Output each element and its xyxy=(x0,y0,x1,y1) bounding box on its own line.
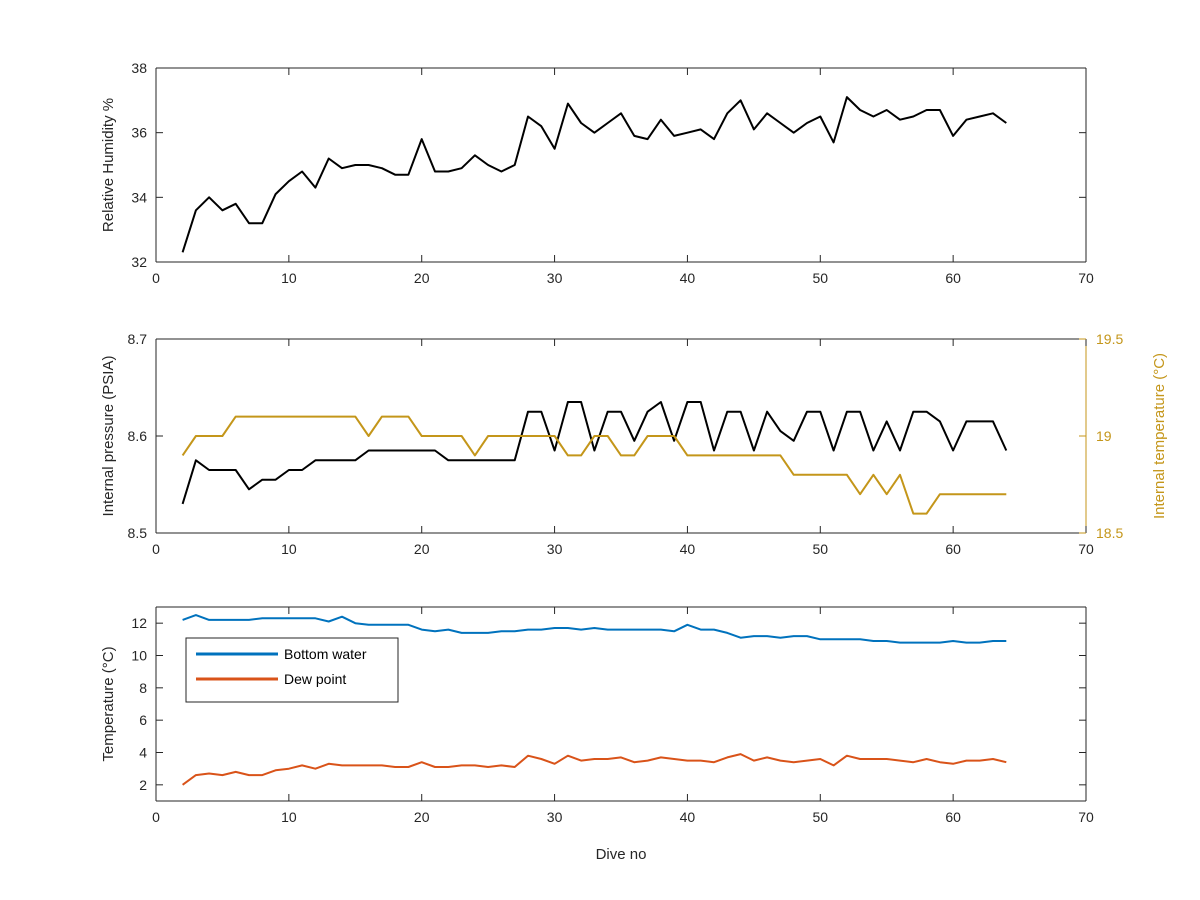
plot-area xyxy=(156,607,1086,801)
legend-box xyxy=(185,637,399,703)
y-tick-label: 8.6 xyxy=(128,428,148,444)
subplot-2: 0 10 20 30 40 50 60 70 8.5 8.6 8.7 18.5 19 19.5 Intern… xyxy=(100,331,1168,557)
x-tick-label: 0 xyxy=(152,541,160,557)
x-tick-label: 60 xyxy=(945,809,961,825)
x-tick-label: 40 xyxy=(680,541,696,557)
right-y-tick-label: 18.5 xyxy=(1096,525,1123,541)
legend-label-dew-point: Dew point xyxy=(284,671,346,687)
x-tick-label: 20 xyxy=(414,541,430,557)
y-tick-label: 10 xyxy=(131,648,147,664)
x-tick-label: 70 xyxy=(1078,270,1094,286)
internal-pressure-line xyxy=(181,401,1008,505)
x-tick-label: 40 xyxy=(680,809,696,825)
y-tick-label: 36 xyxy=(131,125,147,141)
y-tick-label: 6 xyxy=(139,712,147,728)
x-tick-label: 30 xyxy=(547,270,563,286)
x-tick-label: 30 xyxy=(547,541,563,557)
x-axis-label: Dive no xyxy=(596,846,647,863)
y-tick-label: 8.5 xyxy=(128,525,148,541)
x-tick-label: 50 xyxy=(812,541,828,557)
y-tick-label: 8 xyxy=(139,680,147,696)
x-tick-label: 70 xyxy=(1078,541,1094,557)
y-axis-label: Internal pressure (PSIA) xyxy=(100,356,117,517)
x-tick-label: 10 xyxy=(281,541,297,557)
relative-humidity-line xyxy=(181,96,1007,253)
x-tick-label: 50 xyxy=(812,270,828,286)
series-dew-point-line xyxy=(182,753,1007,786)
y-axis-label: Relative Humidity % xyxy=(100,98,117,232)
y-tick-label: 4 xyxy=(139,745,147,761)
y-tick-label: 8.7 xyxy=(128,331,148,347)
y-tick-label: 32 xyxy=(131,254,147,270)
subplot-1: 0 10 20 30 40 50 60 70 32 34 36 38 Relative Humidity… xyxy=(100,60,1094,286)
x-tick-label: 10 xyxy=(281,270,297,286)
legend-label-bottom-water: Bottom water xyxy=(284,646,367,662)
right-y-tick-label: 19.5 xyxy=(1096,331,1123,347)
x-tick-label: 40 xyxy=(680,270,696,286)
right-y-axis-label: Internal temperature (°C) xyxy=(1151,353,1168,519)
x-tick-label: 0 xyxy=(152,809,160,825)
y-tick-label: 34 xyxy=(131,189,147,205)
plot-area xyxy=(156,68,1086,262)
subplot-3: 0 10 20 30 40 50 60 70 2 4 6 8 10 12 Temperature (°C) D… xyxy=(100,606,1094,863)
x-tick-label: 60 xyxy=(945,270,961,286)
x-tick-label: 50 xyxy=(812,809,828,825)
x-tick-label: 20 xyxy=(414,270,430,286)
y-tick-label: 2 xyxy=(139,777,147,793)
x-tick-label: 20 xyxy=(414,809,430,825)
y-tick-label: 38 xyxy=(131,60,147,76)
x-tick-label: 10 xyxy=(281,809,297,825)
legend: Bottom water Dew point xyxy=(185,637,399,703)
x-tick-label: 70 xyxy=(1078,809,1094,825)
plot-area xyxy=(156,339,1086,533)
y-tick-label: 12 xyxy=(131,615,147,631)
x-tick-label: 0 xyxy=(152,270,160,286)
internal-temperature-line xyxy=(181,415,1007,515)
series-bottom-water-line xyxy=(182,614,1007,644)
right-y-tick-label: 19 xyxy=(1096,428,1112,444)
x-tick-label: 60 xyxy=(945,541,961,557)
y-axis-label: Temperature (°C) xyxy=(100,646,117,761)
x-tick-label: 30 xyxy=(547,809,563,825)
